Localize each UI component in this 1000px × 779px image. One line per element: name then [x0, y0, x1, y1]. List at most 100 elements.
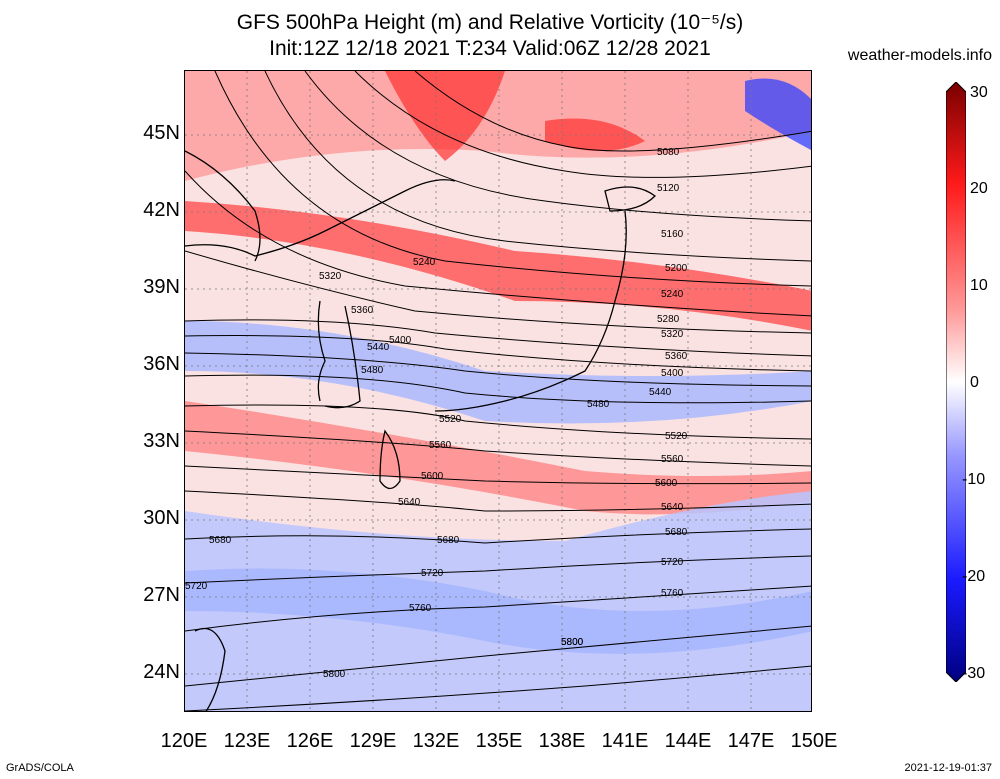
contour-5800	[185, 625, 811, 687]
contour-5400	[185, 335, 811, 372]
colorbar-label: 10	[970, 277, 988, 294]
contour-label: 5680	[209, 535, 232, 546]
lon-label: 150E	[790, 730, 838, 752]
contour-label: 5320	[661, 329, 684, 340]
contour-label: 5080	[657, 147, 680, 158]
contour-label: 5760	[661, 588, 684, 599]
contour-label: 5520	[439, 414, 462, 425]
contour-label: 5320	[319, 271, 342, 282]
lon-label: 126E	[286, 730, 334, 752]
contour-5640	[185, 490, 811, 512]
contour-label: 5400	[389, 335, 412, 346]
contour-label: 5360	[351, 305, 374, 316]
footer-timestamp: 2021-12-19-01:37	[904, 762, 992, 774]
lat-lon-grid	[185, 71, 811, 711]
vorticity-band-red-2	[185, 401, 811, 515]
contour-5200	[264, 71, 811, 262]
map-title-line1: GFS 500hPa Height (m) and Relative Vorti…	[236, 11, 744, 34]
vorticity-core-northeast	[745, 78, 811, 150]
contour-label: 5200	[665, 263, 688, 274]
colorbar-label: -10	[962, 471, 986, 488]
lat-label: 24N	[143, 661, 180, 683]
contour-labels-east: 5080 5120 5160 5200 5240 5280 5320 5360 …	[561, 147, 688, 648]
colorbar-bar	[946, 82, 966, 682]
vorticity-core-north	[385, 71, 505, 161]
height-contours	[185, 71, 811, 711]
site-credit: weather-models.info	[847, 47, 992, 64]
contour-label: 5640	[661, 502, 684, 513]
contour-5080	[414, 71, 811, 152]
lat-label: 42N	[143, 199, 180, 221]
lon-label: 132E	[412, 730, 460, 752]
coast-korea-east	[324, 305, 361, 409]
lon-label: 129E	[349, 730, 397, 752]
contour-label: 5360	[665, 351, 688, 362]
contour-5280	[185, 170, 811, 317]
contour-5720	[185, 555, 811, 584]
lon-label: 138E	[538, 730, 586, 752]
contour-label: 5240	[661, 289, 684, 300]
map-title-line2: Init:12Z 12/18 2021 T:234 Valid:06Z 12/2…	[269, 37, 711, 60]
contour-label: 5240	[413, 257, 436, 268]
contour-label: 5440	[649, 387, 672, 398]
contour-label: 5120	[657, 183, 680, 194]
colorbar	[946, 82, 966, 682]
contour-label: 5720	[661, 557, 684, 568]
coast-taiwan	[194, 627, 226, 711]
contour-label: 5280	[657, 314, 680, 325]
colorbar-label: 30	[970, 84, 988, 101]
coast-china-korea	[185, 179, 456, 257]
coast-hokkaido	[604, 186, 656, 212]
contour-label: 5800	[561, 637, 584, 648]
colorbar-label: 0	[970, 374, 979, 391]
colorbar-label: 20	[970, 180, 988, 197]
vorticity-band-blue-1	[185, 321, 811, 424]
lat-label: 33N	[143, 430, 180, 452]
contour-5560	[185, 430, 811, 467]
lon-label: 123E	[223, 730, 271, 752]
lat-label: 39N	[143, 276, 180, 298]
lon-label: 144E	[664, 730, 712, 752]
contour-label: 5800	[323, 669, 346, 680]
contour-5680	[185, 528, 811, 544]
contour-label: 5600	[421, 471, 444, 482]
contour-5760	[185, 585, 811, 632]
contour-label: 5600	[655, 478, 678, 489]
contour-label: 5440	[367, 342, 390, 353]
lat-label: 45N	[143, 122, 180, 144]
map-panel: 5080 5120 5160 5200 5240 5280 5320 5360 …	[184, 70, 812, 712]
footer-software-credit: GrADS/COLA	[6, 762, 74, 774]
contour-labels-west: 5320 5240 5360 5400 5440 5480 5520 5560 …	[185, 257, 584, 680]
lat-label: 27N	[143, 584, 180, 606]
vorticity-band-blue-south-2	[185, 568, 811, 654]
contour-5120	[354, 71, 811, 178]
contour-label: 5720	[421, 568, 444, 579]
contour-label: 5560	[429, 440, 452, 451]
contour-label: 5400	[661, 368, 684, 379]
coast-korea-west	[317, 300, 326, 402]
lon-label: 147E	[727, 730, 775, 752]
contour-label: 5760	[409, 603, 432, 614]
colorbar-label: -20	[962, 568, 986, 585]
map-svg: 5080 5120 5160 5200 5240 5280 5320 5360 …	[185, 71, 811, 711]
coast-china-north	[185, 150, 261, 262]
contour-label: 5800	[561, 637, 584, 648]
contour-5600	[185, 465, 811, 485]
contour-5320	[185, 250, 811, 334]
lat-label: 30N	[143, 507, 180, 529]
contour-5520	[185, 404, 811, 440]
vorticity-band-jet	[185, 201, 811, 331]
contour-label: 5160	[661, 229, 684, 240]
lon-label: 141E	[601, 730, 649, 752]
lon-label: 135E	[475, 730, 523, 752]
contour-label: 5680	[665, 527, 688, 538]
colorbar-label: -30	[962, 665, 986, 682]
contour-5440	[185, 352, 811, 387]
contour-label: 5720	[185, 581, 208, 592]
vorticity-band-north	[185, 71, 811, 181]
contour-5360	[185, 319, 811, 357]
contour-label: 5480	[587, 399, 610, 410]
contour-5840	[185, 665, 811, 711]
lon-label: 120E	[160, 730, 208, 752]
contour-label: 5560	[661, 454, 684, 465]
